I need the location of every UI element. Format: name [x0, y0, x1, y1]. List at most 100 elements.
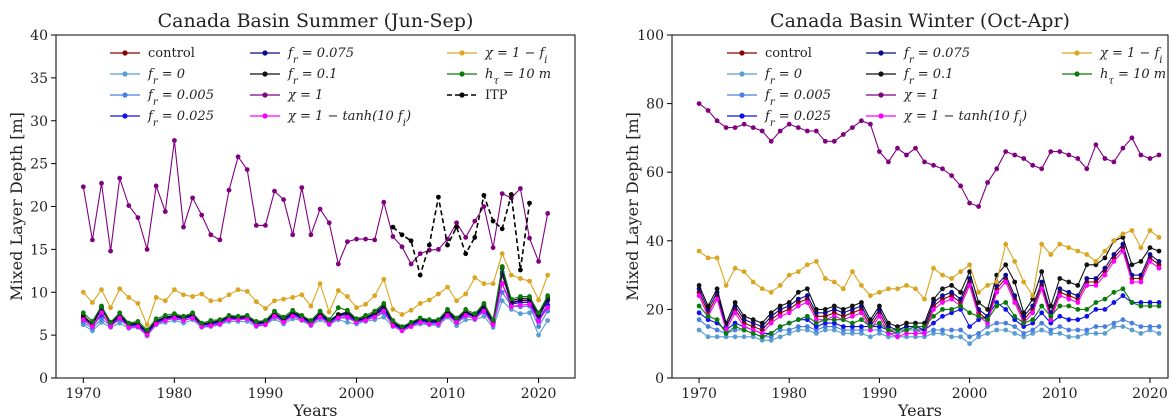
y-tick-label: 0	[655, 371, 664, 387]
series-9	[80, 264, 551, 333]
legend-label: χ = 1 − fi	[484, 46, 547, 66]
data-point	[135, 215, 141, 221]
data-point	[958, 289, 963, 295]
data-point	[750, 334, 756, 340]
y-tick-label: 20	[646, 302, 664, 318]
data-point	[1039, 320, 1045, 326]
data-point	[1030, 293, 1036, 299]
data-point	[117, 315, 123, 321]
data-point	[508, 272, 514, 278]
data-point	[1156, 303, 1162, 309]
data-point	[463, 235, 469, 240]
data-point	[1066, 293, 1072, 299]
data-point	[1003, 149, 1009, 155]
data-point	[308, 232, 314, 238]
data-point	[822, 307, 828, 312]
legend-label: fr = 0.005	[764, 88, 831, 108]
data-point	[777, 334, 783, 340]
data-point	[536, 319, 541, 324]
legend-marker	[262, 71, 268, 77]
series-8	[80, 251, 551, 328]
data-point	[472, 316, 478, 322]
data-point	[1138, 300, 1144, 305]
data-point	[949, 289, 954, 295]
data-point	[759, 331, 765, 336]
y-tick-label: 15	[30, 242, 48, 258]
data-point	[732, 300, 738, 305]
data-point	[162, 313, 168, 318]
data-point	[1102, 255, 1108, 261]
data-point	[696, 283, 702, 288]
data-point	[958, 307, 963, 312]
data-point	[208, 232, 214, 238]
data-point	[994, 279, 1000, 285]
data-point	[886, 320, 891, 326]
legend-label: fr = 0.025	[764, 109, 831, 129]
data-point	[354, 236, 359, 242]
data-point	[859, 118, 864, 124]
data-point	[1111, 289, 1117, 295]
data-point	[1147, 228, 1153, 233]
x-tick-label: 1970	[65, 386, 101, 402]
data-point	[108, 248, 113, 254]
data-point	[886, 286, 891, 292]
data-point	[1003, 272, 1009, 278]
data-point	[1156, 300, 1162, 305]
data-point	[199, 291, 205, 297]
data-point	[372, 314, 378, 320]
data-point	[696, 293, 702, 299]
y-axis-label: Mixed Layer Depth [m]	[623, 112, 642, 301]
data-point	[822, 317, 828, 323]
data-point	[363, 313, 368, 318]
data-point	[1102, 296, 1108, 302]
data-point	[372, 308, 378, 314]
data-point	[1003, 300, 1009, 305]
data-point	[317, 314, 323, 320]
data-point	[985, 317, 990, 323]
data-point	[499, 226, 505, 232]
data-point	[426, 242, 432, 248]
data-point	[1048, 303, 1054, 309]
data-point	[786, 327, 792, 333]
data-point	[831, 317, 837, 323]
legend-marker	[739, 71, 745, 77]
data-point	[931, 307, 936, 312]
data-point	[472, 311, 478, 317]
data-point	[859, 283, 864, 288]
data-point	[1084, 276, 1090, 281]
data-point	[804, 128, 810, 134]
data-point	[454, 298, 459, 304]
data-point	[1084, 307, 1090, 312]
data-point	[1075, 307, 1081, 312]
data-point	[399, 244, 405, 250]
data-point	[117, 310, 123, 316]
data-point	[750, 327, 756, 333]
data-point	[454, 319, 459, 325]
data-point	[499, 264, 505, 269]
data-point	[308, 318, 314, 323]
data-point	[940, 272, 945, 278]
data-point	[1147, 324, 1153, 329]
legend-marker	[459, 92, 465, 98]
data-point	[913, 331, 918, 336]
data-point	[840, 310, 846, 316]
data-point	[804, 300, 810, 305]
data-point	[795, 125, 801, 130]
data-point	[850, 320, 855, 326]
legend-marker	[459, 50, 465, 56]
data-point	[967, 324, 972, 329]
data-point	[985, 307, 990, 312]
data-point	[335, 315, 341, 321]
data-point	[859, 317, 864, 323]
data-point	[940, 307, 945, 312]
data-point	[931, 296, 936, 302]
data-point	[527, 301, 532, 307]
data-point	[1039, 166, 1045, 172]
data-point	[1012, 324, 1018, 329]
data-point	[1066, 152, 1072, 158]
data-point	[326, 220, 332, 226]
data-point	[1138, 324, 1144, 329]
data-point	[417, 251, 423, 257]
data-point	[181, 318, 186, 323]
legend-marker	[122, 92, 128, 98]
